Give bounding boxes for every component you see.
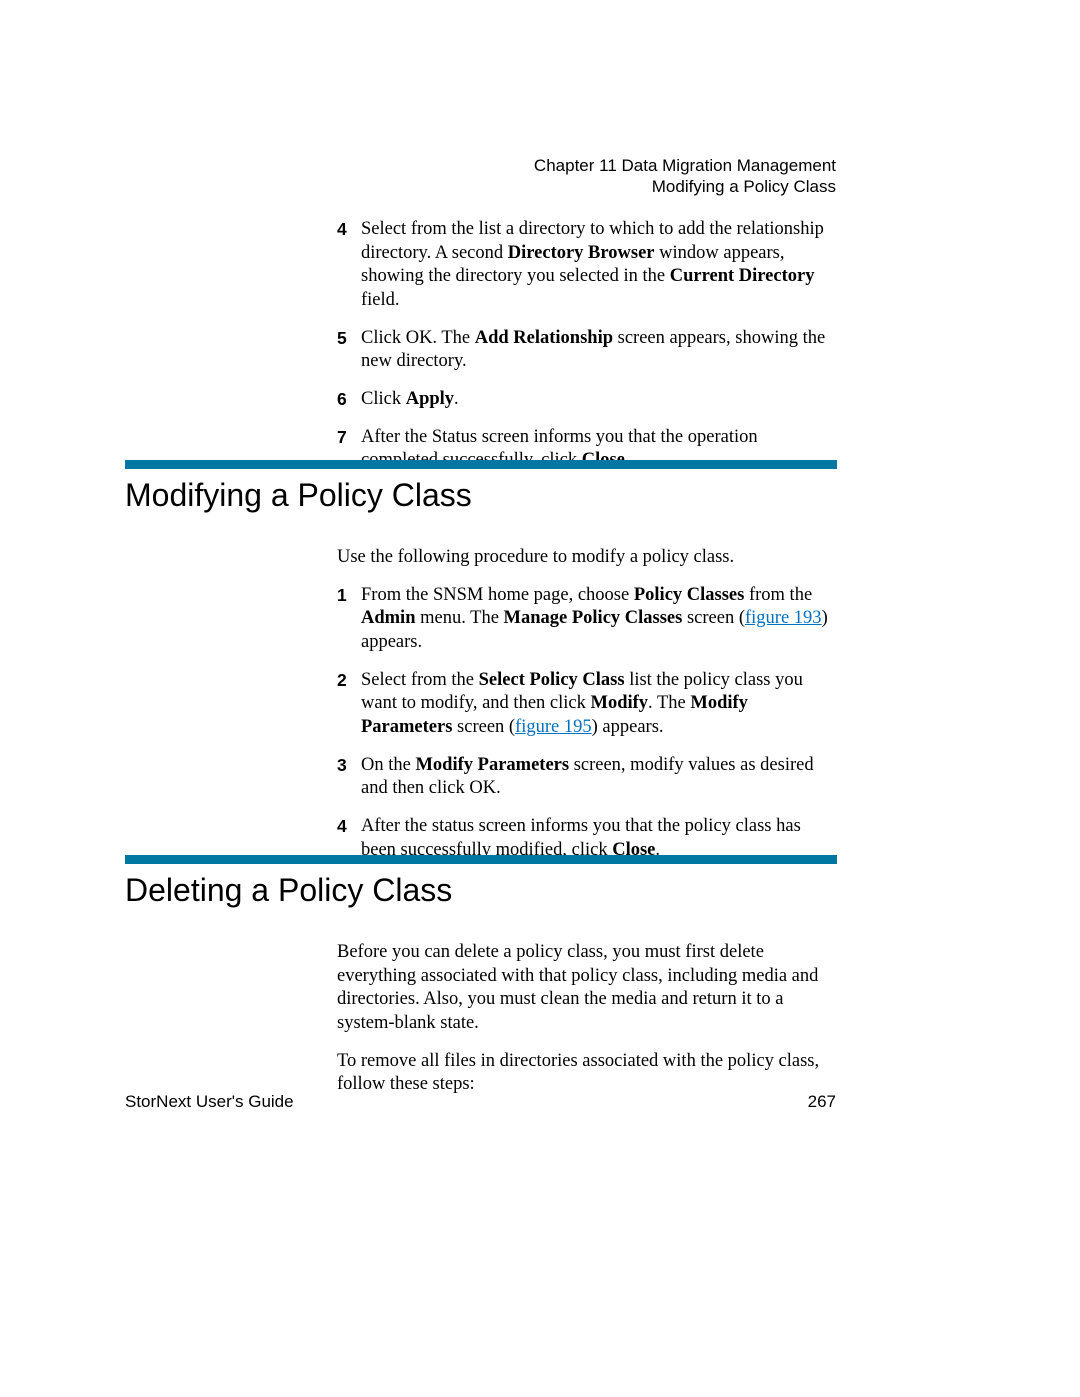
delete-body: Before you can delete a policy class, yo… — [337, 941, 839, 1111]
section-rule — [125, 460, 837, 469]
modify-intro: Use the following procedure to modify a … — [337, 546, 839, 570]
modify-step-list: 1 From the SNSM home page, choose Policy… — [337, 584, 839, 863]
step-text: From the SNSM home page, choose Policy C… — [361, 585, 828, 652]
step-item: 6 Click Apply. — [337, 388, 839, 412]
footer-guide-title: StorNext User's Guide — [125, 1092, 294, 1112]
delete-p2: To remove all files in directories assoc… — [337, 1050, 839, 1097]
step-number: 6 — [337, 388, 347, 410]
step-item: 1 From the SNSM home page, choose Policy… — [337, 584, 839, 655]
page: Chapter 11 Data Migration Management Mod… — [0, 0, 1080, 1397]
section-heading-delete: Deleting a Policy Class — [125, 872, 452, 909]
section-heading-modify: Modifying a Policy Class — [125, 477, 472, 514]
step-item: 3 On the Modify Parameters screen, modif… — [337, 754, 839, 801]
step-item: 2 Select from the Select Policy Class li… — [337, 669, 839, 740]
figure-link-195[interactable]: figure 195 — [515, 717, 592, 737]
modify-body: Use the following procedure to modify a … — [337, 546, 839, 876]
step-text: On the Modify Parameters screen, modify … — [361, 755, 814, 799]
figure-link-193[interactable]: figure 193 — [745, 608, 822, 628]
step-item: 4 Select from the list a directory to wh… — [337, 218, 839, 313]
step-item: 5 Click OK. The Add Relationship screen … — [337, 327, 839, 374]
step-text: Select from the list a directory to whic… — [361, 219, 824, 310]
page-header: Chapter 11 Data Migration Management Mod… — [534, 155, 836, 198]
step-number: 2 — [337, 669, 347, 691]
delete-p1: Before you can delete a policy class, yo… — [337, 941, 839, 1036]
step-number: 7 — [337, 426, 347, 448]
step-number: 3 — [337, 754, 347, 776]
top-step-list: 4 Select from the list a directory to wh… — [337, 218, 839, 473]
section-rule — [125, 855, 837, 864]
step-text: Select from the Select Policy Class list… — [361, 670, 803, 737]
step-number: 5 — [337, 327, 347, 349]
top-steps-block: 4 Select from the list a directory to wh… — [337, 218, 839, 487]
step-number: 4 — [337, 815, 347, 837]
step-number: 4 — [337, 218, 347, 240]
header-section: Modifying a Policy Class — [534, 176, 836, 197]
header-chapter: Chapter 11 Data Migration Management — [534, 155, 836, 176]
step-text: Click OK. The Add Relationship screen ap… — [361, 328, 825, 372]
step-number: 1 — [337, 584, 347, 606]
step-text: Click Apply. — [361, 389, 459, 409]
step-text: After the status screen informs you that… — [361, 816, 801, 860]
footer-page-number: 267 — [808, 1092, 836, 1112]
